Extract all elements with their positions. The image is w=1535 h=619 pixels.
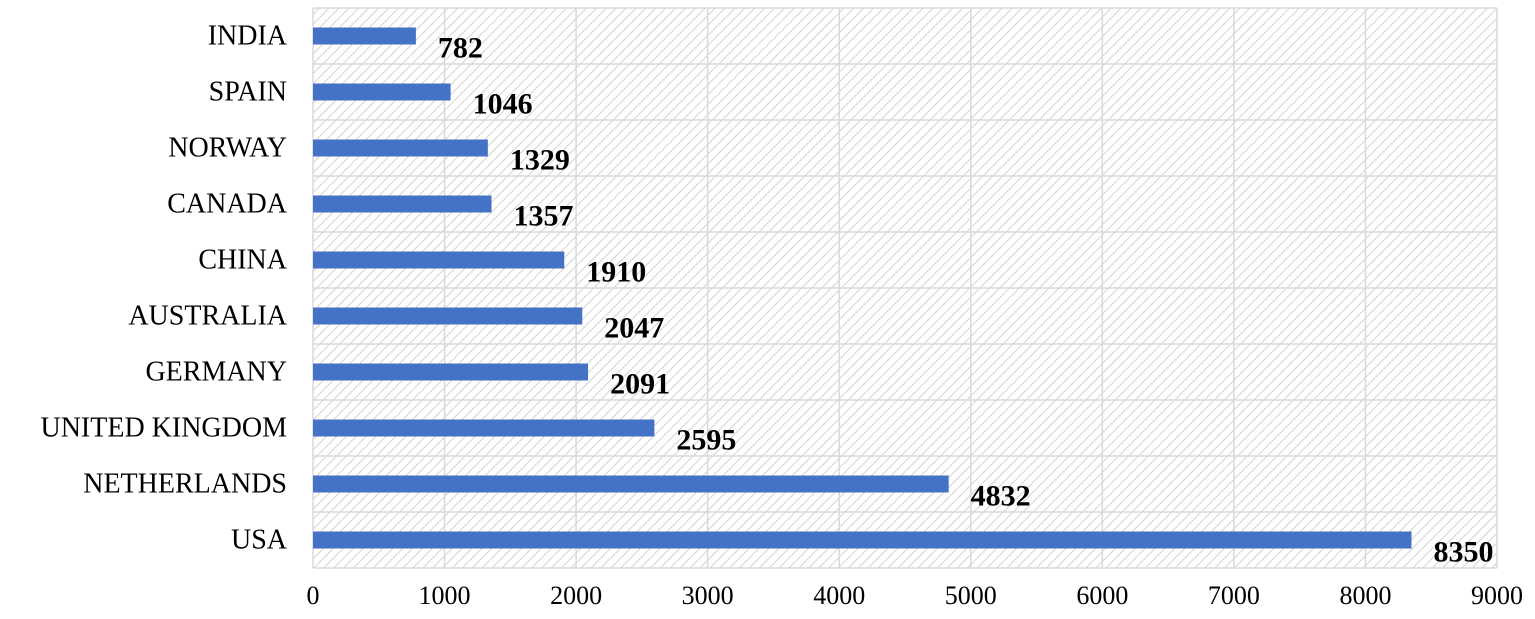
bar-canada (313, 195, 492, 213)
category-label-germany: GERMANY (145, 357, 287, 388)
x-tick-label-0: 0 (307, 581, 320, 610)
bar-china (313, 251, 565, 269)
gridlines (312, 7, 1498, 569)
data-label-usa: 8350 (1433, 536, 1493, 569)
bar-spain (313, 83, 451, 101)
data-label-spain: 1046 (473, 88, 533, 121)
x-tick-label-4000: 4000 (813, 581, 865, 610)
bar-australia (313, 307, 583, 325)
bar-usa (313, 531, 1412, 549)
category-labels: USA NETHERLANDS UNITED KINGDOM GERMANY AUSTR… (40, 21, 287, 556)
category-label-china: CHINA (198, 245, 287, 276)
x-axis-tick-labels: 0 1000 2000 3000 4000 5000 6000 7000 8000 9000 (307, 581, 1524, 610)
data-label-canada: 1357 (514, 200, 574, 233)
bar-norway (313, 139, 488, 157)
category-label-canada: CANADA (167, 189, 288, 220)
x-tick-label-2000: 2000 (550, 581, 602, 610)
category-label-india: INDIA (208, 21, 288, 52)
category-label-united-kingdom: UNITED KINGDOM (40, 413, 287, 444)
data-label-china: 1910 (586, 256, 646, 289)
data-label-united-kingdom: 2595 (676, 424, 736, 457)
data-label-netherlands: 4832 (971, 480, 1031, 513)
x-tick-label-9000: 9000 (1471, 581, 1523, 610)
data-label-norway: 1329 (510, 144, 570, 177)
x-tick-label-7000: 7000 (1208, 581, 1260, 610)
category-label-australia: AUSTRALIA (128, 301, 287, 332)
bar-india (313, 27, 416, 45)
x-tick-label-5000: 5000 (945, 581, 997, 610)
category-label-netherlands: NETHERLANDS (83, 469, 287, 500)
bar-united-kingdom (313, 419, 655, 437)
data-label-australia: 2047 (604, 312, 664, 345)
bar-germany (313, 363, 589, 381)
x-tick-label-3000: 3000 (682, 581, 734, 610)
x-tick-label-8000: 8000 (1339, 581, 1391, 610)
category-label-usa: USA (231, 525, 288, 556)
bars (313, 27, 1412, 549)
data-label-germany: 2091 (610, 368, 670, 401)
bar-netherlands (313, 475, 949, 493)
category-label-spain: SPAIN (209, 77, 287, 108)
data-label-india: 782 (438, 32, 483, 65)
x-tick-label-1000: 1000 (419, 581, 471, 610)
category-label-norway: NORWAY (168, 133, 287, 164)
x-tick-label-6000: 6000 (1076, 581, 1128, 610)
